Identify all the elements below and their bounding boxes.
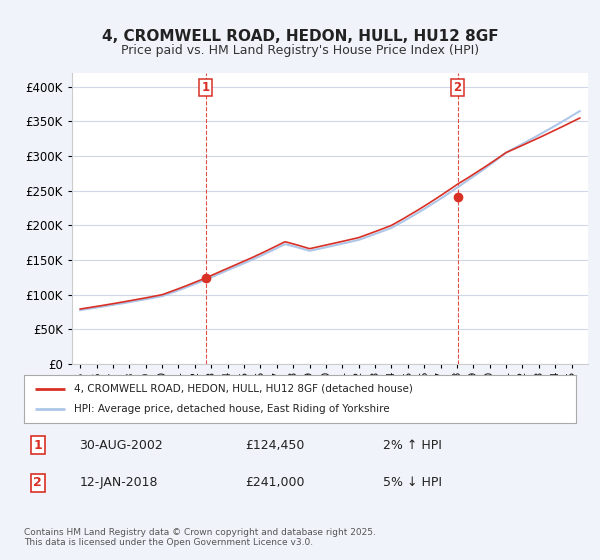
- Text: HPI: Average price, detached house, East Riding of Yorkshire: HPI: Average price, detached house, East…: [74, 404, 389, 414]
- Text: 2: 2: [34, 477, 42, 489]
- Text: Price paid vs. HM Land Registry's House Price Index (HPI): Price paid vs. HM Land Registry's House …: [121, 44, 479, 57]
- Text: 4, CROMWELL ROAD, HEDON, HULL, HU12 8GF: 4, CROMWELL ROAD, HEDON, HULL, HU12 8GF: [101, 29, 499, 44]
- Text: 2: 2: [454, 81, 461, 94]
- Text: 30-AUG-2002: 30-AUG-2002: [79, 438, 163, 451]
- Text: 1: 1: [34, 438, 42, 451]
- Text: £124,450: £124,450: [245, 438, 304, 451]
- Text: £241,000: £241,000: [245, 477, 304, 489]
- Text: 12-JAN-2018: 12-JAN-2018: [79, 477, 158, 489]
- Text: Contains HM Land Registry data © Crown copyright and database right 2025.
This d: Contains HM Land Registry data © Crown c…: [24, 528, 376, 547]
- Text: 5% ↓ HPI: 5% ↓ HPI: [383, 477, 442, 489]
- Text: 1: 1: [202, 81, 210, 94]
- Text: 4, CROMWELL ROAD, HEDON, HULL, HU12 8GF (detached house): 4, CROMWELL ROAD, HEDON, HULL, HU12 8GF …: [74, 384, 413, 394]
- Text: 2% ↑ HPI: 2% ↑ HPI: [383, 438, 442, 451]
